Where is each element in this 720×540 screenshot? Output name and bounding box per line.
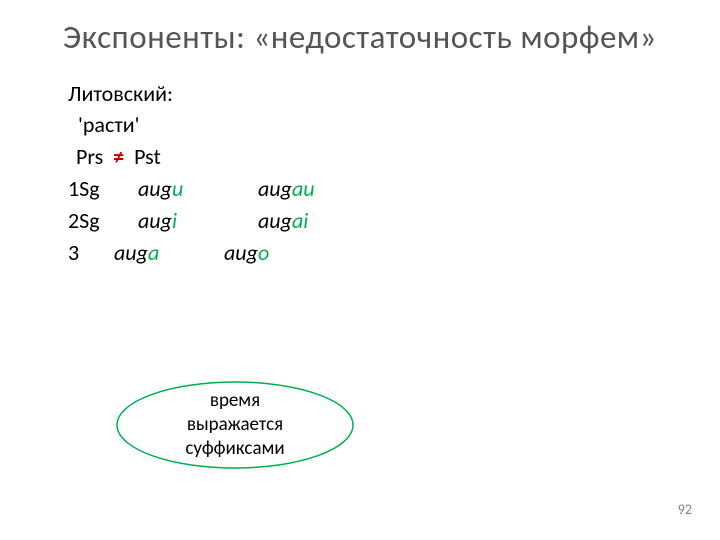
pst-suffix: au — [292, 175, 315, 202]
pst-label: Pst — [134, 143, 161, 170]
paradigm-row: 3 auga augo — [68, 237, 720, 269]
bubble-line3: суффиксами — [185, 437, 284, 460]
language-label: Литовский: — [68, 78, 720, 110]
page-number: 92 — [678, 501, 692, 518]
prs-suffix: a — [148, 239, 159, 266]
prs-label: Prs — [76, 143, 103, 170]
callout-bubble: время выражается суффиксами — [115, 380, 355, 470]
prs-stem: aug — [138, 207, 172, 234]
tense-header: Prs ≠ Pst — [68, 141, 720, 173]
slide-content: Литовский: 'расти' Prs ≠ Pst 1Sg augu au… — [0, 58, 720, 269]
paradigm-row: 1Sg augu augau — [68, 173, 720, 205]
bubble-text: время выражается суффиксами — [115, 380, 355, 470]
paradigm-row: 2Sg augi augai — [68, 205, 720, 237]
row-label: 2Sg — [68, 205, 138, 237]
bubble-line2: выражается — [187, 413, 283, 436]
prs-suffix: i — [172, 207, 177, 234]
gloss: 'расти' — [68, 109, 720, 141]
pst-stem: aug — [224, 239, 258, 266]
neq-symbol: ≠ — [113, 143, 124, 170]
pst-suffix: ai — [292, 207, 308, 234]
pst-suffix: o — [258, 239, 269, 266]
pst-stem: aug — [258, 175, 292, 202]
pst-stem: aug — [258, 207, 292, 234]
prs-stem: aug — [138, 175, 172, 202]
slide-title: Экспоненты: «недостаточность морфем» — [0, 0, 720, 58]
row-label: 1Sg — [68, 173, 138, 205]
bubble-line1: время — [210, 389, 260, 412]
row-label: 3 — [68, 237, 114, 269]
prs-suffix: u — [172, 175, 183, 202]
prs-stem: aug — [114, 239, 148, 266]
